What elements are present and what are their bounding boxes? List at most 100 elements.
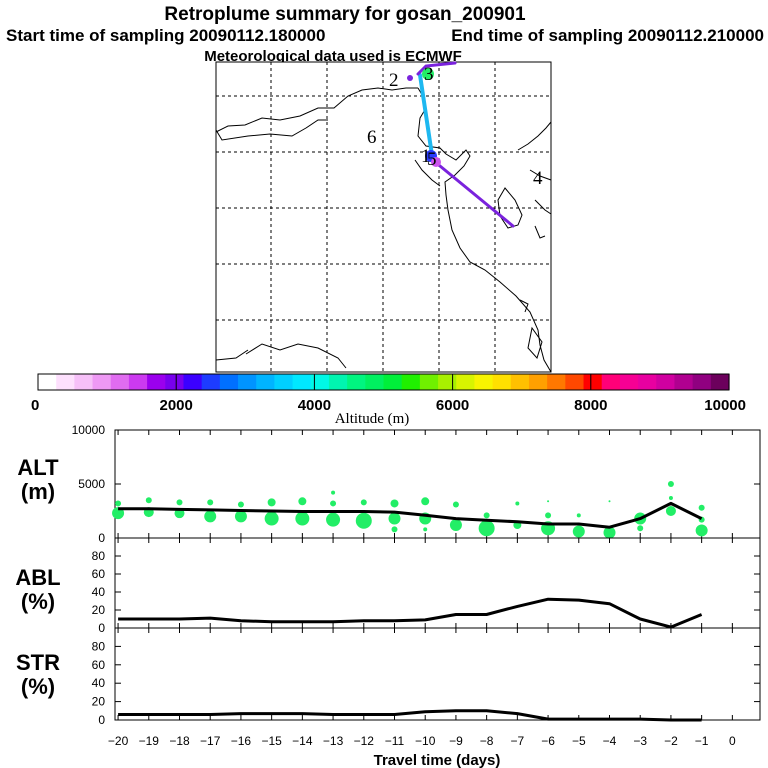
colorbar-swatch (528, 374, 548, 390)
x-tick-label: −5 (572, 734, 586, 748)
cluster-label: 5 (427, 149, 437, 170)
y-tick-label: 5000 (78, 477, 105, 491)
panel-unit: (m) (21, 479, 55, 504)
colorbar-swatch (219, 374, 239, 390)
altitude-dot (355, 512, 372, 529)
colorbar-tick-labels: 0 2000 4000 6000 8000 10000 (31, 374, 746, 414)
colorbar-swatch (328, 374, 348, 390)
trajectory-cyan (418, 73, 435, 164)
colorbar-swatch (510, 374, 530, 390)
altitude-dot (637, 525, 644, 532)
panel-label: ALT (17, 455, 59, 480)
colorbar-swatch (565, 374, 585, 390)
altitude-dot (515, 501, 520, 506)
x-tick-label: −20 (108, 734, 129, 748)
colorbar-swatch (583, 374, 603, 390)
y-tick-label: 80 (92, 639, 106, 653)
timeseries-panels: 0500010000ALT(m)020406080ABL(%)020406080… (15, 423, 761, 727)
cluster-marker-green (422, 68, 434, 80)
colorbar-swatch (656, 374, 676, 390)
colorbar-swatches (38, 374, 730, 390)
cluster-label: 2 (389, 70, 399, 91)
colorbar-swatch (674, 374, 694, 390)
map-panel: 2 6 1 4 3 5 (215, 61, 552, 373)
altitude-dot (667, 481, 674, 487)
colorbar-swatch (92, 374, 112, 390)
altitude-dot (668, 496, 673, 501)
colorbar-swatch (310, 374, 330, 390)
x-tick-label: −9 (449, 734, 463, 748)
colorbar-swatch (110, 374, 130, 390)
altitude-dot (545, 512, 552, 519)
altitude-dot (360, 499, 367, 506)
y-tick-label: 40 (92, 676, 106, 690)
colorbar-tick-label: 2000 (160, 397, 193, 414)
x-tick-label: −10 (415, 734, 436, 748)
altitude-dot (390, 499, 399, 508)
altitude-dot (603, 526, 616, 539)
colorbar-swatch (383, 374, 403, 390)
x-tick-label: −8 (480, 734, 494, 748)
altitude-dot (695, 524, 708, 537)
altitude-dot (176, 499, 183, 506)
colorbar-tick-label: 4000 (298, 397, 331, 414)
colorbar-swatch (401, 374, 421, 390)
altitude-dot (608, 500, 611, 503)
x-tick-label: −1 (695, 734, 709, 748)
panel-abl: 0 20 40 60 80 ABL(%) (15, 537, 761, 635)
colorbar-swatch (292, 374, 312, 390)
y-tick-label: 40 (92, 585, 106, 599)
altitude-dot (483, 512, 490, 519)
altitude-dot (295, 511, 310, 526)
colorbar-swatch (710, 374, 730, 390)
colorbar-swatch (347, 374, 366, 390)
x-tick-label: −12 (354, 734, 375, 748)
series-line-abl (118, 597, 703, 629)
map-graticule (216, 62, 551, 372)
colorbar-swatch (547, 374, 566, 390)
altitude-dot (449, 519, 462, 532)
x-axis-label: Travel time (days) (374, 752, 501, 768)
panel-label: ABL (15, 565, 60, 590)
colorbar-swatch (692, 374, 712, 390)
altitude-dot (326, 512, 341, 527)
series-line-str (118, 709, 702, 722)
figure-title: Retroplume summary for gosan_200901 (164, 4, 526, 25)
x-tick-label: −3 (633, 734, 647, 748)
altitude-dot (264, 511, 279, 526)
colorbar-swatch (201, 374, 221, 390)
altitude-dot (421, 497, 430, 506)
cluster-label: 4 (533, 168, 543, 189)
x-axis: −20 −19 −18 −17 −16 −15 −14 −13 −12 −11 −10 −9 −8 −7−… (108, 734, 736, 748)
cluster-label: 3 (424, 64, 434, 85)
trajectory-clusters (407, 68, 441, 167)
panel-label: STR (16, 650, 60, 675)
cluster-marker-magenta (431, 157, 441, 167)
altitude-dot (298, 497, 307, 506)
colorbar-swatch (183, 374, 203, 390)
y-tick-label: 0 (98, 713, 105, 727)
x-tick-label: −6 (541, 734, 555, 748)
colorbar-swatch (238, 374, 257, 390)
colorbar-swatch (274, 374, 294, 390)
altitude-dot (234, 510, 247, 523)
y-tick-label: 60 (92, 567, 106, 581)
colorbar: 0 2000 4000 6000 8000 10000 Altitude (m) (31, 373, 746, 427)
x-tick-label: −7 (511, 734, 525, 748)
y-tick-label: 0 (98, 621, 105, 635)
panel-unit: (%) (21, 674, 55, 699)
altitude-dot (423, 527, 428, 532)
series-line-alt (118, 501, 703, 529)
x-tick-label: −4 (603, 734, 617, 748)
panel-frame (114, 627, 761, 721)
y-tick-label: 10000 (72, 423, 106, 437)
panel-frame (114, 537, 761, 629)
colorbar-swatch (256, 374, 275, 390)
altitude-dot (547, 500, 550, 503)
colorbar-swatch (419, 374, 439, 390)
cluster-marker-purple (407, 75, 413, 81)
colorbar-swatch (128, 374, 148, 390)
cluster-labels: 2 6 1 4 3 5 (367, 64, 543, 189)
x-tick-label: −14 (292, 734, 313, 748)
y-tick-label: 20 (92, 695, 106, 709)
